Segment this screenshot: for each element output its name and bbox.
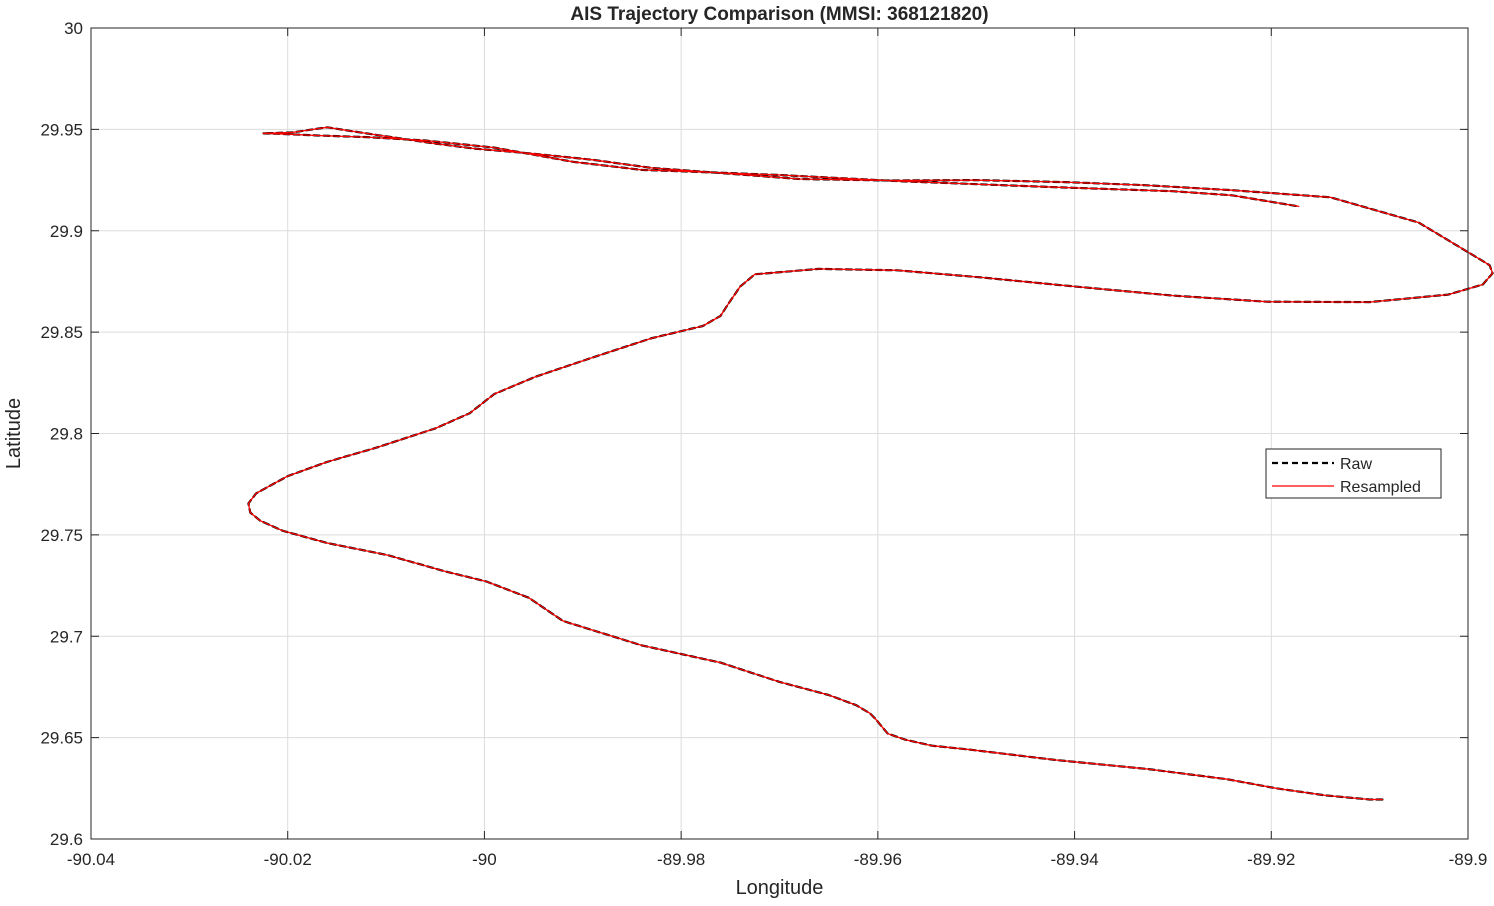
y-tick-label: 29.95 — [40, 120, 83, 139]
x-tick-label: -90.04 — [67, 850, 115, 869]
grid-lines — [91, 28, 1468, 839]
x-tick-label: -89.92 — [1247, 850, 1295, 869]
axis-ticks: -90.04 -90.02 -90 -89.98 -89.96 -89.94 -89.92 -… — [40, 19, 1487, 869]
y-tick-label: 29.75 — [40, 526, 83, 545]
legend: Raw Resampled — [1265, 448, 1442, 499]
x-tick-label: -89.98 — [657, 850, 705, 869]
y-axis-label: Latitude — [3, 398, 25, 469]
y-tick-label: 29.9 — [50, 222, 83, 241]
x-tick-label: -89.9 — [1449, 850, 1488, 869]
y-tick-label: 29.7 — [50, 627, 83, 646]
x-axis-label: Longitude — [736, 877, 824, 899]
x-tick-label: -90.02 — [264, 850, 312, 869]
series-lines — [247, 126, 1494, 801]
legend-box — [1265, 448, 1442, 499]
legend-label-raw: Raw — [1340, 456, 1372, 473]
chart-title: AIS Trajectory Comparison (MMSI: 3681218… — [570, 4, 988, 25]
x-tick-label: -90 — [472, 850, 497, 869]
y-tick-label: 29.65 — [40, 729, 83, 748]
y-tick-label: 30 — [64, 19, 83, 38]
y-tick-label: 29.8 — [50, 425, 83, 444]
x-tick-label: -89.96 — [854, 850, 902, 869]
x-tick-label: -89.94 — [1050, 850, 1098, 869]
legend-label-resampled: Resampled — [1340, 479, 1421, 496]
y-tick-label: 29.6 — [50, 830, 83, 849]
series-line-resampled — [247, 126, 1494, 801]
y-tick-label: 29.85 — [40, 323, 83, 342]
